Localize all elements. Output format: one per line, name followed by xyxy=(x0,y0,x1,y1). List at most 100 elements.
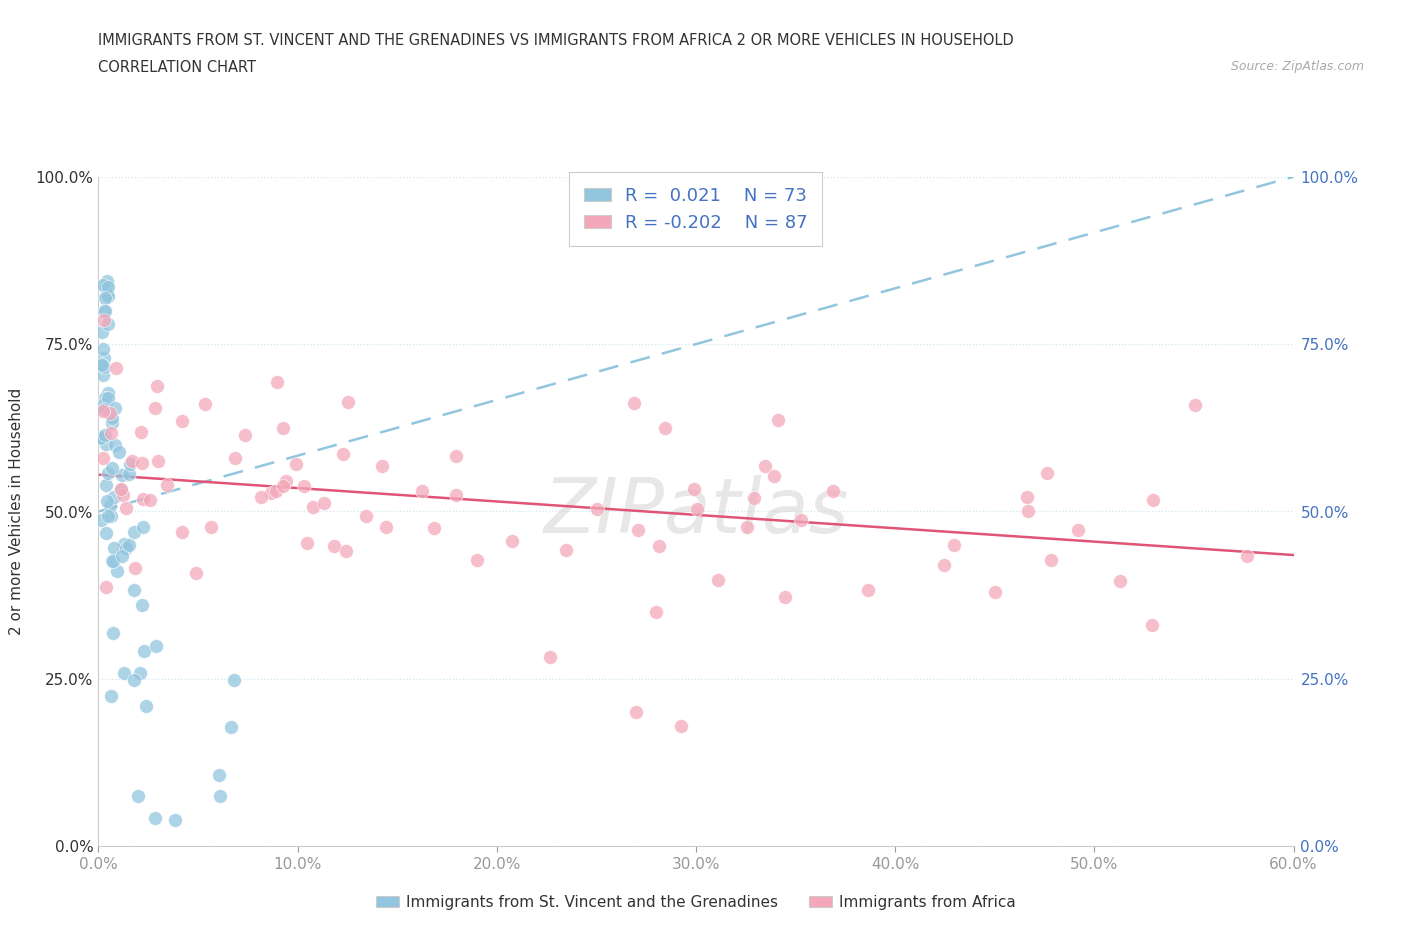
Point xyxy=(1067,523,1090,538)
Point xyxy=(146,379,169,393)
Point xyxy=(669,718,692,733)
Point xyxy=(138,493,160,508)
Point xyxy=(932,558,955,573)
Point xyxy=(97,317,120,332)
Point xyxy=(100,425,122,440)
Point xyxy=(96,526,118,541)
Point xyxy=(1015,490,1038,505)
Point xyxy=(312,496,335,511)
Point xyxy=(647,538,669,553)
Point xyxy=(1036,465,1059,480)
Point xyxy=(374,520,396,535)
Point xyxy=(91,450,114,465)
Point xyxy=(105,564,128,578)
Point xyxy=(145,638,167,653)
Point xyxy=(754,458,776,473)
Point xyxy=(735,520,758,535)
Point xyxy=(91,325,114,339)
Point xyxy=(91,404,114,418)
Point xyxy=(94,304,117,319)
Point xyxy=(337,394,360,409)
Point xyxy=(94,579,117,594)
Point xyxy=(132,492,155,507)
Point xyxy=(104,400,127,415)
Point xyxy=(423,521,446,536)
Point xyxy=(172,525,194,539)
Point xyxy=(115,541,138,556)
Point xyxy=(118,457,141,472)
Point xyxy=(94,290,117,305)
Point xyxy=(501,534,523,549)
Point xyxy=(101,626,124,641)
Point xyxy=(135,698,157,713)
Point xyxy=(97,466,120,481)
Point xyxy=(555,543,578,558)
Point xyxy=(129,425,152,440)
Point xyxy=(93,360,115,375)
Point xyxy=(371,458,394,473)
Point xyxy=(93,391,115,405)
Point xyxy=(984,584,1007,599)
Point xyxy=(100,509,122,524)
Point xyxy=(96,286,118,301)
Point xyxy=(110,549,132,564)
Point xyxy=(586,501,609,516)
Point xyxy=(108,445,131,459)
Text: IMMIGRANTS FROM ST. VINCENT AND THE GRENADINES VS IMMIGRANTS FROM AFRICA 2 OR MO: IMMIGRANTS FROM ST. VINCENT AND THE GREN… xyxy=(98,33,1014,47)
Point xyxy=(444,487,467,502)
Point xyxy=(235,428,257,443)
Point xyxy=(104,361,127,376)
Point xyxy=(623,395,645,410)
Y-axis label: 2 or more Vehicles in Household: 2 or more Vehicles in Household xyxy=(10,388,24,635)
Point xyxy=(96,494,118,509)
Point xyxy=(93,303,115,318)
Point xyxy=(98,498,121,513)
Point xyxy=(273,420,295,435)
Point xyxy=(90,513,112,528)
Point xyxy=(942,538,965,552)
Text: ZIPatlas: ZIPatlas xyxy=(543,474,849,549)
Point xyxy=(131,598,153,613)
Point xyxy=(96,273,118,288)
Point xyxy=(111,487,134,502)
Point xyxy=(110,481,132,496)
Point xyxy=(93,312,115,327)
Point xyxy=(110,483,132,498)
Point xyxy=(744,491,766,506)
Point xyxy=(208,789,231,804)
Point xyxy=(219,720,242,735)
Point xyxy=(274,474,297,489)
Point xyxy=(97,391,120,405)
Point xyxy=(295,536,318,551)
Point xyxy=(90,430,112,445)
Point xyxy=(1142,493,1164,508)
Point xyxy=(1184,398,1206,413)
Point xyxy=(93,341,115,356)
Text: CORRELATION CHART: CORRELATION CHART xyxy=(98,60,256,75)
Point xyxy=(122,672,145,687)
Point xyxy=(627,523,650,538)
Point xyxy=(763,468,786,483)
Point xyxy=(1039,552,1062,567)
Point xyxy=(773,590,796,604)
Point xyxy=(143,811,166,826)
Point xyxy=(101,416,124,431)
Point xyxy=(146,453,169,468)
Point xyxy=(93,402,115,417)
Point xyxy=(259,485,281,500)
Point xyxy=(131,456,153,471)
Point xyxy=(224,451,246,466)
Point xyxy=(129,666,152,681)
Point xyxy=(467,553,489,568)
Point xyxy=(411,484,433,498)
Point xyxy=(97,280,120,295)
Point xyxy=(1140,618,1163,633)
Text: Source: ZipAtlas.com: Source: ZipAtlas.com xyxy=(1230,60,1364,73)
Point xyxy=(94,279,117,294)
Point xyxy=(93,351,115,365)
Point xyxy=(538,650,561,665)
Point xyxy=(97,508,120,523)
Point xyxy=(93,427,115,442)
Point xyxy=(163,812,186,827)
Point xyxy=(101,554,124,569)
